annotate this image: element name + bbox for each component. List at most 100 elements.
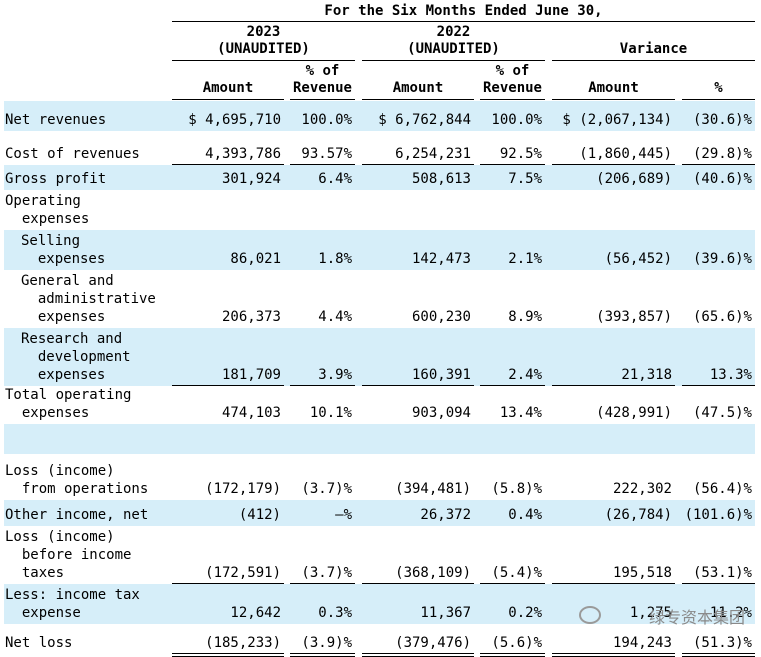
col-variance-amount-rule xyxy=(552,99,675,100)
cell-amount-2022: 142,473 xyxy=(411,251,471,267)
row-label: expenses xyxy=(21,309,106,325)
cell-pct-revenue-2023: —% xyxy=(335,507,352,523)
cell-pct-revenue-2022: 13.4% xyxy=(499,405,542,421)
total-underline xyxy=(682,583,755,584)
cell-amount-2023: 86,021 xyxy=(230,251,281,267)
year-2023-subheader: (UNAUDITED) xyxy=(217,41,310,57)
cell-variance-amount: $ (2,067,134) xyxy=(562,112,672,128)
total-underline xyxy=(172,583,284,584)
cell-variance-pct: (65.6)% xyxy=(692,309,752,325)
year-2023-rule xyxy=(172,60,355,61)
cell-amount-2023: 4,393,786 xyxy=(205,146,281,162)
cell-pct-revenue-2022: 100.0% xyxy=(491,112,542,128)
cell-pct-revenue-2023: 0.3% xyxy=(318,605,352,621)
cell-amount-2023: 206,373 xyxy=(221,309,281,325)
cell-pct-revenue-2023: 10.1% xyxy=(309,405,352,421)
cell-pct-revenue-2022: 7.5% xyxy=(508,171,542,187)
cell-variance-pct: (29.8)% xyxy=(692,146,752,162)
cell-amount-2023: (172,591) xyxy=(205,565,281,581)
variance-rule xyxy=(552,60,755,61)
table-row xyxy=(4,165,755,190)
cell-pct-revenue-2022: 92.5% xyxy=(499,146,542,162)
cell-variance-pct: (47.5)% xyxy=(692,405,752,421)
col-2022-pct-rule xyxy=(480,99,545,100)
row-label: Selling xyxy=(21,233,81,249)
cell-pct-revenue-2023: (3.9)% xyxy=(301,635,352,651)
row-label: administrative xyxy=(21,291,156,307)
watermark: 绿专资本集团 xyxy=(648,608,745,627)
row-label: Gross profit xyxy=(5,171,107,187)
cell-pct-revenue-2022: 2.4% xyxy=(508,367,542,383)
row-label: before income xyxy=(5,547,132,563)
cell-pct-revenue-2023: 3.9% xyxy=(318,367,352,383)
col-variance-pct-rule xyxy=(682,99,755,100)
cell-amount-2023: (412) xyxy=(238,507,281,523)
total-underline xyxy=(172,164,284,165)
col-2023-pct-rule xyxy=(290,99,355,100)
table-row xyxy=(4,500,755,526)
cell-variance-pct: 11.2% xyxy=(709,605,752,621)
cell-pct-revenue-2022: 0.2% xyxy=(508,605,542,621)
cell-pct-revenue-2022: 0.4% xyxy=(508,507,542,523)
cell-pct-revenue-2022: (5.8)% xyxy=(491,481,542,497)
row-label: expenses xyxy=(21,367,106,383)
row-label: Loss (income) xyxy=(5,463,115,479)
total-underline xyxy=(290,164,355,165)
cell-pct-revenue-2022: 8.9% xyxy=(508,309,542,325)
col-2023-pct-header-2: Revenue xyxy=(292,80,352,96)
cell-variance-amount: (393,857) xyxy=(596,309,672,325)
year-2022-rule xyxy=(362,60,545,61)
row-label: from operations xyxy=(5,481,149,497)
cell-pct-revenue-2023: 100.0% xyxy=(301,112,352,128)
total-underline xyxy=(290,583,355,584)
table-row xyxy=(4,328,755,386)
row-label: taxes xyxy=(5,565,65,581)
cell-amount-2023: 474,103 xyxy=(221,405,281,421)
year-2023-header: 2023 xyxy=(246,24,281,40)
row-label: expenses xyxy=(5,405,90,421)
period-header-rule xyxy=(172,21,755,22)
cell-amount-2022: 600,230 xyxy=(411,309,471,325)
row-label: Other income, net xyxy=(5,507,149,523)
cell-amount-2022: 508,613 xyxy=(411,171,471,187)
cell-pct-revenue-2023: 1.8% xyxy=(318,251,352,267)
cell-pct-revenue-2022: 2.1% xyxy=(508,251,542,267)
cell-variance-amount: (428,991) xyxy=(596,405,672,421)
year-2022-header: 2022 xyxy=(436,24,471,40)
cell-variance-pct: (30.6)% xyxy=(692,112,752,128)
cell-variance-pct: (39.6)% xyxy=(692,251,752,267)
cell-variance-pct: (40.6)% xyxy=(692,171,752,187)
total-underline xyxy=(682,385,755,386)
cell-amount-2022: 160,391 xyxy=(411,367,471,383)
total-underline xyxy=(172,385,284,386)
cell-pct-revenue-2023: (3.7)% xyxy=(301,565,352,581)
cell-variance-amount: 21,318 xyxy=(621,367,672,383)
cell-variance-amount: (26,784) xyxy=(604,507,672,523)
variance-header: Variance xyxy=(619,41,688,57)
col-2023-pct-header-1: % of xyxy=(305,63,340,79)
total-underline xyxy=(682,164,755,165)
cell-amount-2023: (185,233) xyxy=(205,635,281,651)
cell-variance-amount: 195,518 xyxy=(612,565,672,581)
col-2023-amount-rule xyxy=(172,99,284,100)
cell-variance-amount: (1,860,445) xyxy=(579,146,672,162)
row-label: Net revenues xyxy=(5,112,107,128)
cell-pct-revenue-2023: 6.4% xyxy=(318,171,352,187)
wechat-logo-icon xyxy=(579,606,601,624)
total-underline xyxy=(552,583,675,584)
total-underline xyxy=(480,583,545,584)
total-underline xyxy=(552,164,675,165)
cell-amount-2023: $ 4,695,710 xyxy=(188,112,281,128)
total-underline xyxy=(362,583,474,584)
row-label: Research and xyxy=(21,331,123,347)
cell-amount-2022: 26,372 xyxy=(420,507,471,523)
cell-amount-2022: 6,254,231 xyxy=(395,146,471,162)
row-label: expenses xyxy=(5,211,90,227)
cell-amount-2022: (379,476) xyxy=(395,635,471,651)
cell-amount-2023: 12,642 xyxy=(230,605,281,621)
cell-variance-pct: (53.1)% xyxy=(692,565,752,581)
cell-variance-pct: (51.3)% xyxy=(692,635,752,651)
period-header: For the Six Months Ended June 30, xyxy=(324,3,603,19)
cell-variance-amount: 1,275 xyxy=(629,605,672,621)
cell-variance-pct: (56.4)% xyxy=(692,481,752,497)
